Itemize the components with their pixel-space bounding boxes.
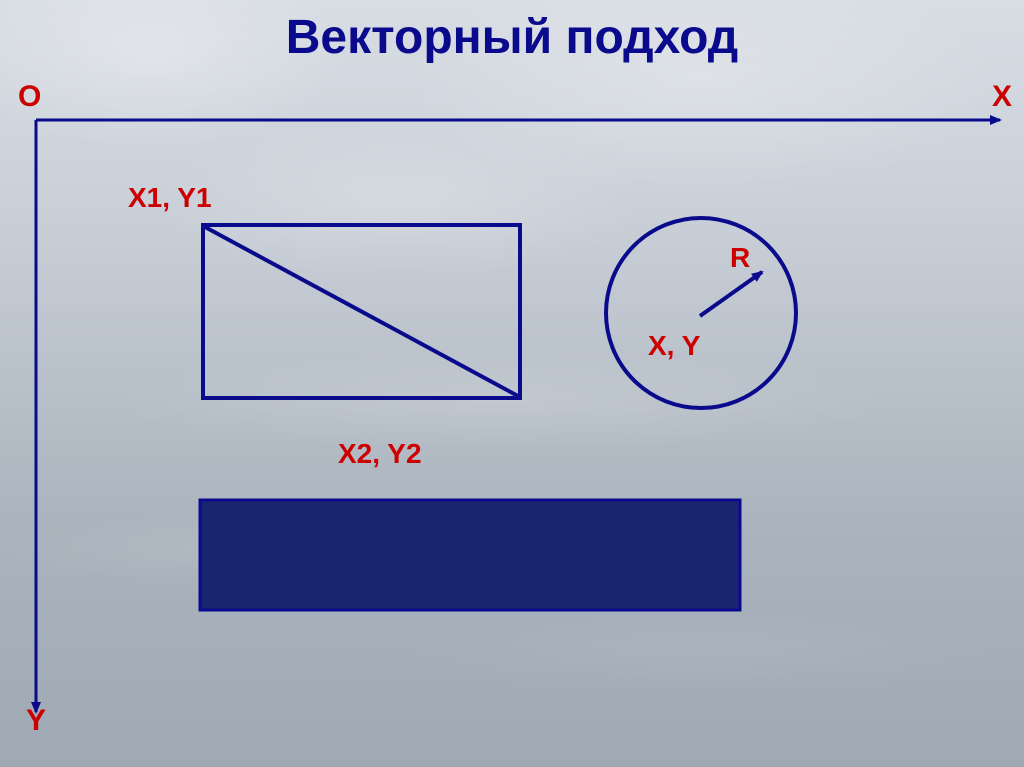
radius-arrow-line <box>700 272 762 316</box>
filled-rectangle <box>200 500 740 610</box>
diagram-svg <box>0 0 1024 767</box>
rectangle-diagonal <box>205 227 518 396</box>
